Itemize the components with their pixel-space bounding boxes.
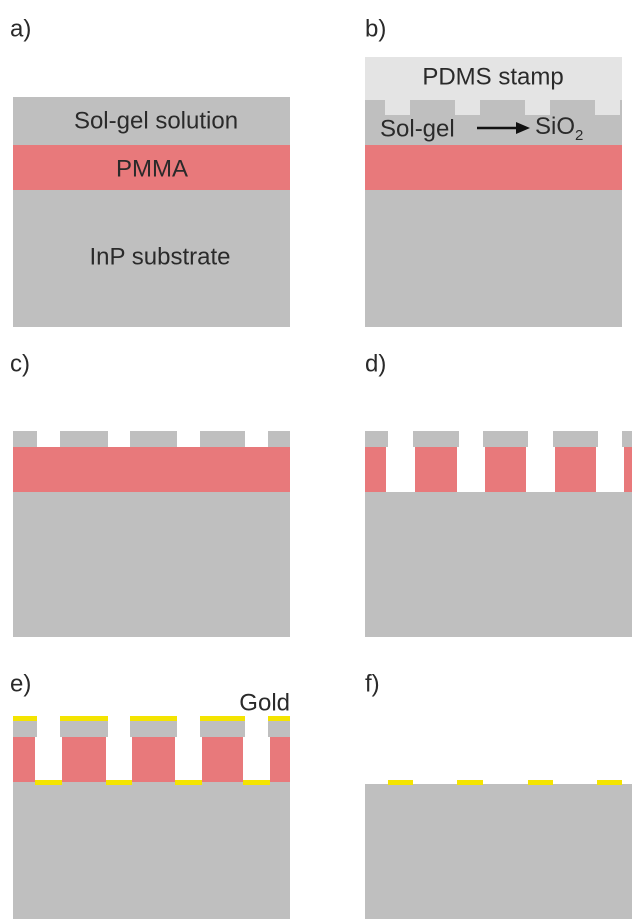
sio2-block <box>130 431 177 447</box>
gold-dot <box>528 780 553 785</box>
pmma-pillar <box>555 447 596 492</box>
pmma-pillar <box>132 737 175 782</box>
panel-d: d) <box>365 350 632 637</box>
substrate <box>365 784 632 919</box>
sio2-block <box>13 721 37 737</box>
sio2-block <box>200 431 245 447</box>
sol-gel-label: Sol-gel <box>380 115 455 142</box>
gold-cap <box>200 716 245 721</box>
panel-label: a) <box>10 15 31 42</box>
layer-label: PMMA <box>116 155 188 182</box>
process-diagram: a) Sol-gel solution PMMA InP substrate b… <box>0 0 635 919</box>
panel-c: c) <box>10 350 290 637</box>
stamp-tooth <box>595 99 620 115</box>
gold-cap <box>13 716 37 721</box>
pmma-pillar <box>485 447 526 492</box>
gold-dot <box>597 780 622 785</box>
panel-label: f) <box>365 670 380 697</box>
sio2-block <box>13 431 37 447</box>
gold-cap <box>60 716 108 721</box>
gold-dot <box>243 780 270 785</box>
sio2-block <box>130 721 177 737</box>
pmma-layer <box>13 447 290 492</box>
panel-f: f) <box>365 670 632 919</box>
pmma-pillar <box>202 737 243 782</box>
panel-label: b) <box>365 15 386 42</box>
stamp-label: PDMS stamp <box>422 63 563 90</box>
sio2-block <box>622 431 632 447</box>
gold-dot <box>175 780 202 785</box>
sio2-block <box>553 431 598 447</box>
substrate <box>365 190 622 327</box>
substrate <box>13 782 290 919</box>
sio2-block <box>483 431 528 447</box>
substrate <box>13 492 290 637</box>
sio2-block <box>268 721 290 737</box>
sio2-block <box>413 431 459 447</box>
layer-label: Sol-gel solution <box>74 107 238 134</box>
gold-cap <box>130 716 177 721</box>
panel-e: e) Gold <box>10 670 290 919</box>
panel-label: c) <box>10 350 30 377</box>
gold-cap <box>268 716 290 721</box>
sio2-block <box>60 431 108 447</box>
panel-label: e) <box>10 670 31 697</box>
gold-dot <box>388 780 413 785</box>
panel-a: a) Sol-gel solution PMMA InP substrate <box>10 15 290 327</box>
stamp-tooth <box>455 99 480 115</box>
substrate <box>365 492 632 637</box>
sio2-block <box>60 721 108 737</box>
pmma-pillar <box>365 447 386 492</box>
panel-label: d) <box>365 350 386 377</box>
sio2-block <box>200 721 245 737</box>
stamp-tooth <box>385 99 410 115</box>
formula: SiO <box>535 113 575 140</box>
sio2-block <box>365 431 388 447</box>
sio2-block <box>268 431 290 447</box>
pmma-pillar <box>62 737 106 782</box>
pmma-pillar <box>415 447 457 492</box>
gold-dot <box>457 780 483 785</box>
gold-label: Gold <box>239 689 290 716</box>
pmma-pillar <box>270 737 290 782</box>
layer-label: InP substrate <box>90 243 231 270</box>
pmma-layer <box>365 145 622 190</box>
pmma-pillar <box>624 447 632 492</box>
panel-b: b) PDMS stamp Sol-gel SiO2 <box>365 15 622 327</box>
pmma-pillar <box>13 737 35 782</box>
gold-dot <box>35 780 62 785</box>
gold-dot <box>106 780 132 785</box>
subscript: 2 <box>575 127 583 144</box>
